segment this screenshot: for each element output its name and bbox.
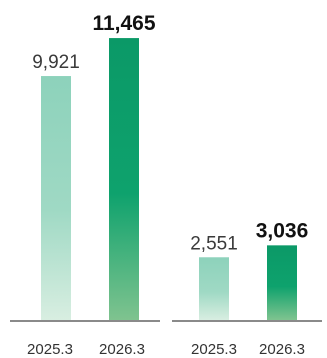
value-label-2026.3: 11,465 <box>92 12 155 35</box>
x-tick-label: 2026.3 <box>99 341 145 358</box>
value-label-2025.3: 2,551 <box>190 233 238 254</box>
x-tick-label: 2025.3 <box>191 341 237 358</box>
value-label-2026.3: 3,036 <box>256 219 309 242</box>
chart-panel-2: 2,551 3,036 2025.3 2026.3 <box>172 219 322 358</box>
x-tick-label: 2026.3 <box>259 341 305 358</box>
bar-2026.3 <box>267 245 297 320</box>
value-label-2025.3: 9,921 <box>32 52 80 73</box>
x-tick-label: 2025.3 <box>27 341 73 358</box>
bar-2025.3 <box>41 76 71 321</box>
bar-2026.3 <box>109 38 139 320</box>
bar-2025.3 <box>199 257 229 320</box>
chart-panel-1: 9,921 11,465 2025.3 2026.3 <box>10 12 160 358</box>
